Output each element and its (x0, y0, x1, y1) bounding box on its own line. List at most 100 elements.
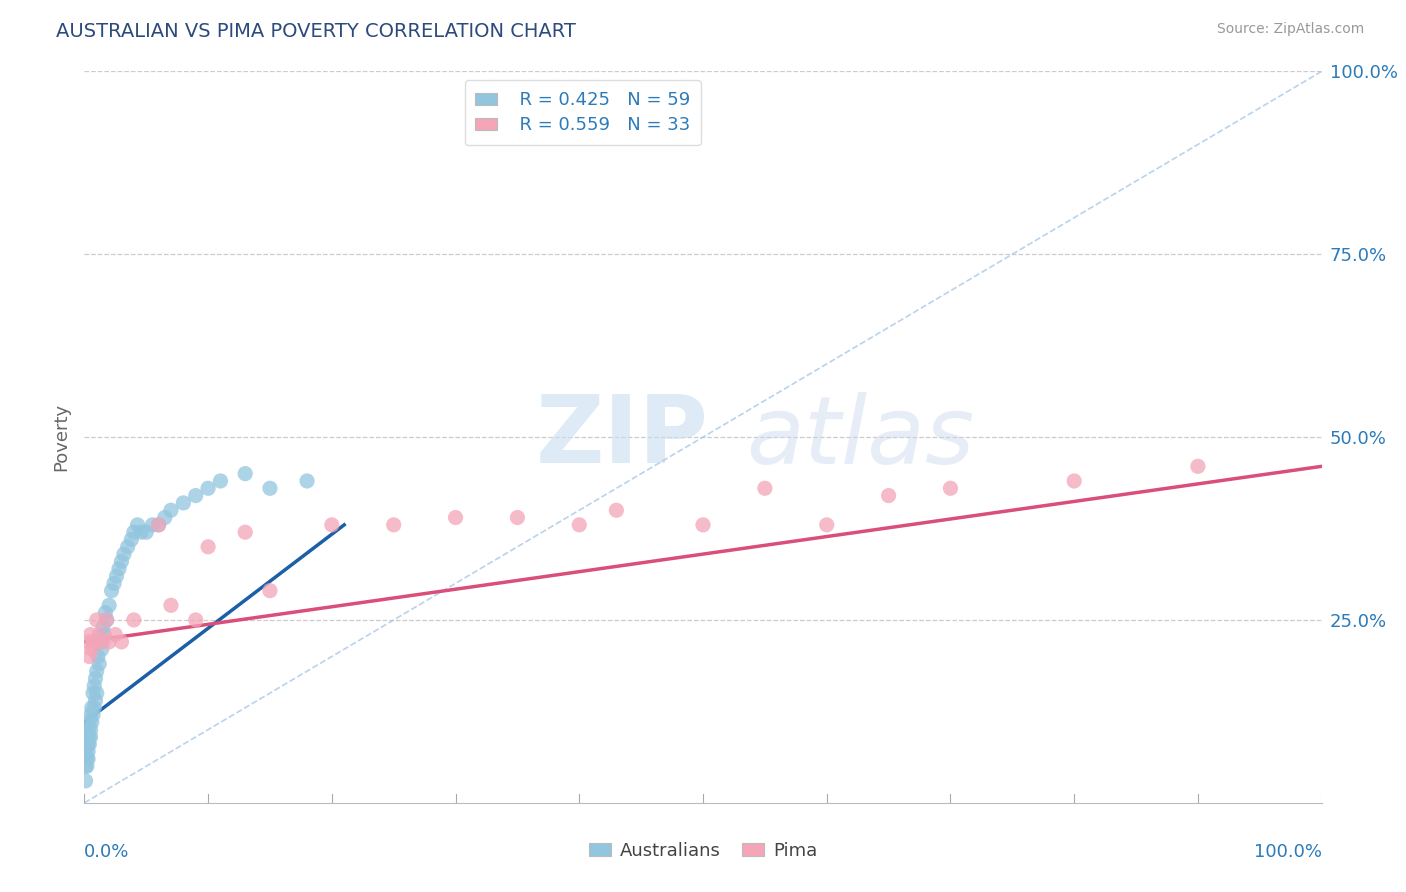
Point (117, 540, 139, 554)
Point (75, 773, 97, 788)
Point (94, 606, 117, 620)
Point (96, 613, 118, 627)
Point (141, 517, 163, 532)
Point (76, 752, 98, 766)
Y-axis label: Poverty: Poverty (52, 403, 70, 471)
Point (87, 649, 110, 664)
Point (197, 481, 219, 495)
Point (77, 752, 100, 766)
Point (93, 627, 115, 641)
Point (321, 517, 343, 532)
Point (692, 517, 714, 532)
Point (259, 481, 281, 495)
Point (80, 715, 103, 730)
Point (160, 503, 183, 517)
Point (129, 525, 152, 540)
Text: 0.0%: 0.0% (84, 843, 129, 861)
Point (172, 496, 194, 510)
Text: atlas: atlas (747, 392, 974, 483)
Point (84, 672, 107, 686)
Point (79, 737, 101, 751)
Point (82, 635, 104, 649)
Point (295, 474, 318, 488)
Point (382, 517, 405, 532)
Point (76, 759, 98, 773)
Point (76, 730, 98, 744)
Text: Source: ZipAtlas.com: Source: ZipAtlas.com (1216, 22, 1364, 37)
Point (91, 635, 114, 649)
Point (444, 510, 467, 524)
Point (96, 613, 118, 627)
Point (110, 635, 132, 649)
Point (184, 613, 207, 627)
Point (77, 723, 100, 737)
Point (83, 700, 105, 714)
Point (939, 481, 962, 495)
Point (80, 700, 103, 714)
Point (877, 489, 900, 503)
Point (754, 481, 776, 495)
Point (135, 525, 157, 540)
Point (79, 730, 101, 744)
Point (89, 635, 111, 649)
Point (75, 745, 97, 759)
Point (90, 642, 112, 657)
Point (98, 599, 121, 613)
Point (1063, 474, 1085, 488)
Point (77, 745, 100, 759)
Point (108, 562, 131, 576)
Point (120, 533, 142, 547)
Point (148, 517, 170, 532)
Point (104, 627, 127, 641)
Point (153, 510, 176, 524)
Point (89, 627, 111, 641)
Point (79, 708, 101, 723)
Point (98, 635, 121, 649)
Text: 100.0%: 100.0% (1254, 843, 1322, 861)
Point (815, 517, 838, 532)
Point (105, 569, 128, 583)
Point (233, 525, 256, 540)
Point (82, 708, 104, 723)
Point (184, 489, 207, 503)
Text: AUSTRALIAN VS PIMA POVERTY CORRELATION CHART: AUSTRALIAN VS PIMA POVERTY CORRELATION C… (56, 22, 576, 41)
Point (259, 583, 281, 598)
Point (77, 635, 100, 649)
Point (506, 510, 529, 524)
Text: ZIP: ZIP (536, 391, 709, 483)
Point (75, 759, 97, 773)
Point (122, 613, 145, 627)
Point (110, 554, 132, 568)
Point (127, 517, 149, 532)
Point (103, 576, 125, 591)
Point (91, 620, 114, 634)
Point (122, 525, 145, 540)
Point (79, 649, 101, 664)
Point (197, 540, 219, 554)
Point (148, 517, 170, 532)
Point (209, 474, 232, 488)
Point (79, 627, 101, 641)
Point (86, 686, 108, 700)
Point (79, 723, 101, 737)
Point (605, 503, 627, 517)
Point (89, 657, 111, 671)
Point (100, 583, 122, 598)
Point (79, 730, 101, 744)
Point (79, 715, 101, 730)
Point (82, 686, 104, 700)
Point (86, 664, 108, 678)
Point (83, 679, 105, 693)
Point (112, 547, 135, 561)
Point (80, 642, 103, 657)
Point (1187, 459, 1209, 474)
Point (83, 635, 105, 649)
Point (86, 613, 108, 627)
Point (233, 467, 256, 481)
Legend: Australians, Pima: Australians, Pima (582, 835, 824, 867)
Point (84, 693, 107, 707)
Point (160, 599, 183, 613)
Point (76, 737, 98, 751)
Point (77, 737, 100, 751)
Point (568, 517, 591, 532)
